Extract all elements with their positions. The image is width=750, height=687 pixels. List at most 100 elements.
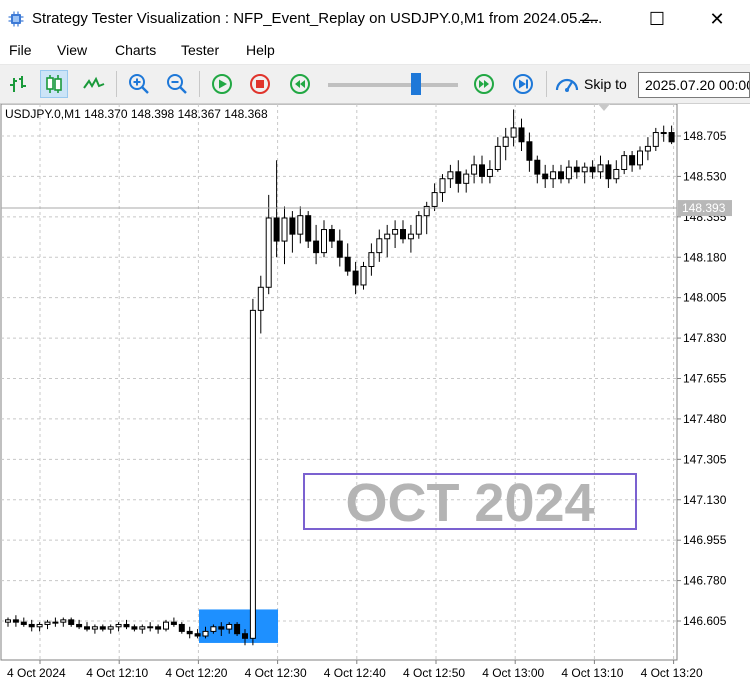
candle-body <box>447 171 454 180</box>
candle-body <box>550 171 557 180</box>
candle <box>644 137 651 161</box>
candle-body <box>68 619 75 625</box>
maximize-button[interactable]: ☐ <box>634 0 680 38</box>
candle <box>360 261 367 290</box>
candle <box>147 622 154 632</box>
y-tick-label: 146.605 <box>683 614 727 628</box>
candle <box>439 174 446 202</box>
candle-body <box>289 217 296 235</box>
watermark-frame <box>303 473 637 530</box>
chart-area[interactable]: 148.705 148.530 148.355 148.180 148.005 147.8… <box>0 104 750 687</box>
skip-to-end-button[interactable] <box>509 70 537 98</box>
x-tick-label: 4 Oct 2024 <box>7 666 66 680</box>
candle-body <box>463 173 470 184</box>
y-tick-label: 147.655 <box>683 372 727 386</box>
menu-help[interactable]: Help <box>246 42 275 58</box>
candle <box>352 261 359 295</box>
candle-body <box>621 155 628 170</box>
bar-chart-button[interactable] <box>4 70 32 98</box>
candle-body <box>581 166 588 173</box>
candle-body <box>44 621 51 625</box>
y-tick-label: 147.480 <box>683 412 727 426</box>
x-tick-label: 4 Oct 12:10 <box>86 666 148 680</box>
candle-body <box>494 145 501 170</box>
candle <box>139 624 146 634</box>
candle-body <box>439 178 446 194</box>
toolbar: Skip to <box>0 65 750 104</box>
candle <box>123 619 130 630</box>
current-price-label-bg <box>678 200 732 217</box>
x-tick-label: 4 Oct 13:20 <box>641 666 703 680</box>
play-icon <box>212 74 232 94</box>
skip-to-label: Skip to <box>584 76 627 92</box>
stop-icon <box>250 74 270 94</box>
candle <box>621 151 628 175</box>
candle-body <box>415 215 422 235</box>
rewind-icon <box>290 74 310 94</box>
candle <box>265 194 272 295</box>
candle <box>107 624 114 634</box>
candle-body <box>479 164 485 177</box>
x-tick-label: 4 Oct 12:30 <box>245 666 307 680</box>
candle <box>186 626 193 639</box>
candle <box>613 160 620 184</box>
y-tick-label: 148.005 <box>683 291 727 305</box>
y-tick-label: 146.780 <box>683 574 727 588</box>
candle-body <box>328 229 335 242</box>
x-tick-label: 4 Oct 12:20 <box>165 666 227 680</box>
candle <box>36 622 43 632</box>
play-button[interactable] <box>208 70 236 98</box>
zoom-in-button[interactable] <box>125 70 153 98</box>
candle <box>423 201 430 235</box>
candle <box>384 224 391 258</box>
candle <box>455 160 462 193</box>
candle <box>242 629 248 646</box>
toolbar-separator <box>199 71 200 97</box>
candle-body <box>597 164 604 173</box>
candle <box>131 624 138 632</box>
speed-slider-track[interactable] <box>328 83 458 87</box>
candle-body <box>510 127 517 138</box>
candle-body <box>486 168 493 177</box>
candle <box>336 229 343 267</box>
close-button[interactable]: ✕ <box>694 0 740 38</box>
skip-to-date-input[interactable] <box>638 72 750 98</box>
maximize-icon: ☐ <box>648 8 666 29</box>
speed-slider-thumb[interactable] <box>411 73 421 95</box>
stop-button[interactable] <box>246 70 274 98</box>
skip-to-button[interactable] <box>553 70 581 98</box>
candle-body <box>194 633 201 637</box>
y-tick-label: 148.530 <box>683 169 727 183</box>
candle-body <box>123 623 130 628</box>
zoom-out-button[interactable] <box>163 70 191 98</box>
watermark-text: OCT 2024 <box>345 473 594 533</box>
candle <box>463 169 470 193</box>
menu-charts[interactable]: Charts <box>115 42 157 58</box>
candle-body <box>423 205 430 217</box>
line-chart-button[interactable] <box>80 70 108 98</box>
candle-body <box>407 233 414 240</box>
fast-forward-icon <box>474 74 494 94</box>
candlestick-chart[interactable]: 148.705148.530148.355148.180148.005147.8… <box>0 104 750 687</box>
menu-view[interactable]: View <box>57 42 88 58</box>
candle-body <box>186 630 193 635</box>
tester-app-icon <box>8 11 24 27</box>
candle-body <box>558 171 564 180</box>
candle-body <box>652 132 659 147</box>
candle-body <box>376 238 383 254</box>
minimize-button[interactable]: — <box>566 0 612 38</box>
menu-file[interactable]: File <box>9 42 32 58</box>
candle <box>542 164 549 188</box>
candle-body <box>336 240 343 258</box>
y-tick-label: 147.305 <box>683 452 727 466</box>
fast-forward-button[interactable] <box>470 70 498 98</box>
candle <box>273 160 280 258</box>
candle-body <box>526 141 533 161</box>
menu-tester[interactable]: Tester <box>181 42 220 58</box>
candlestick-chart-button[interactable] <box>40 70 68 98</box>
candle <box>660 125 667 142</box>
bar-chart-icon <box>10 76 26 92</box>
candle-body <box>12 619 19 623</box>
rewind-button[interactable] <box>286 70 314 98</box>
candle <box>652 127 659 152</box>
